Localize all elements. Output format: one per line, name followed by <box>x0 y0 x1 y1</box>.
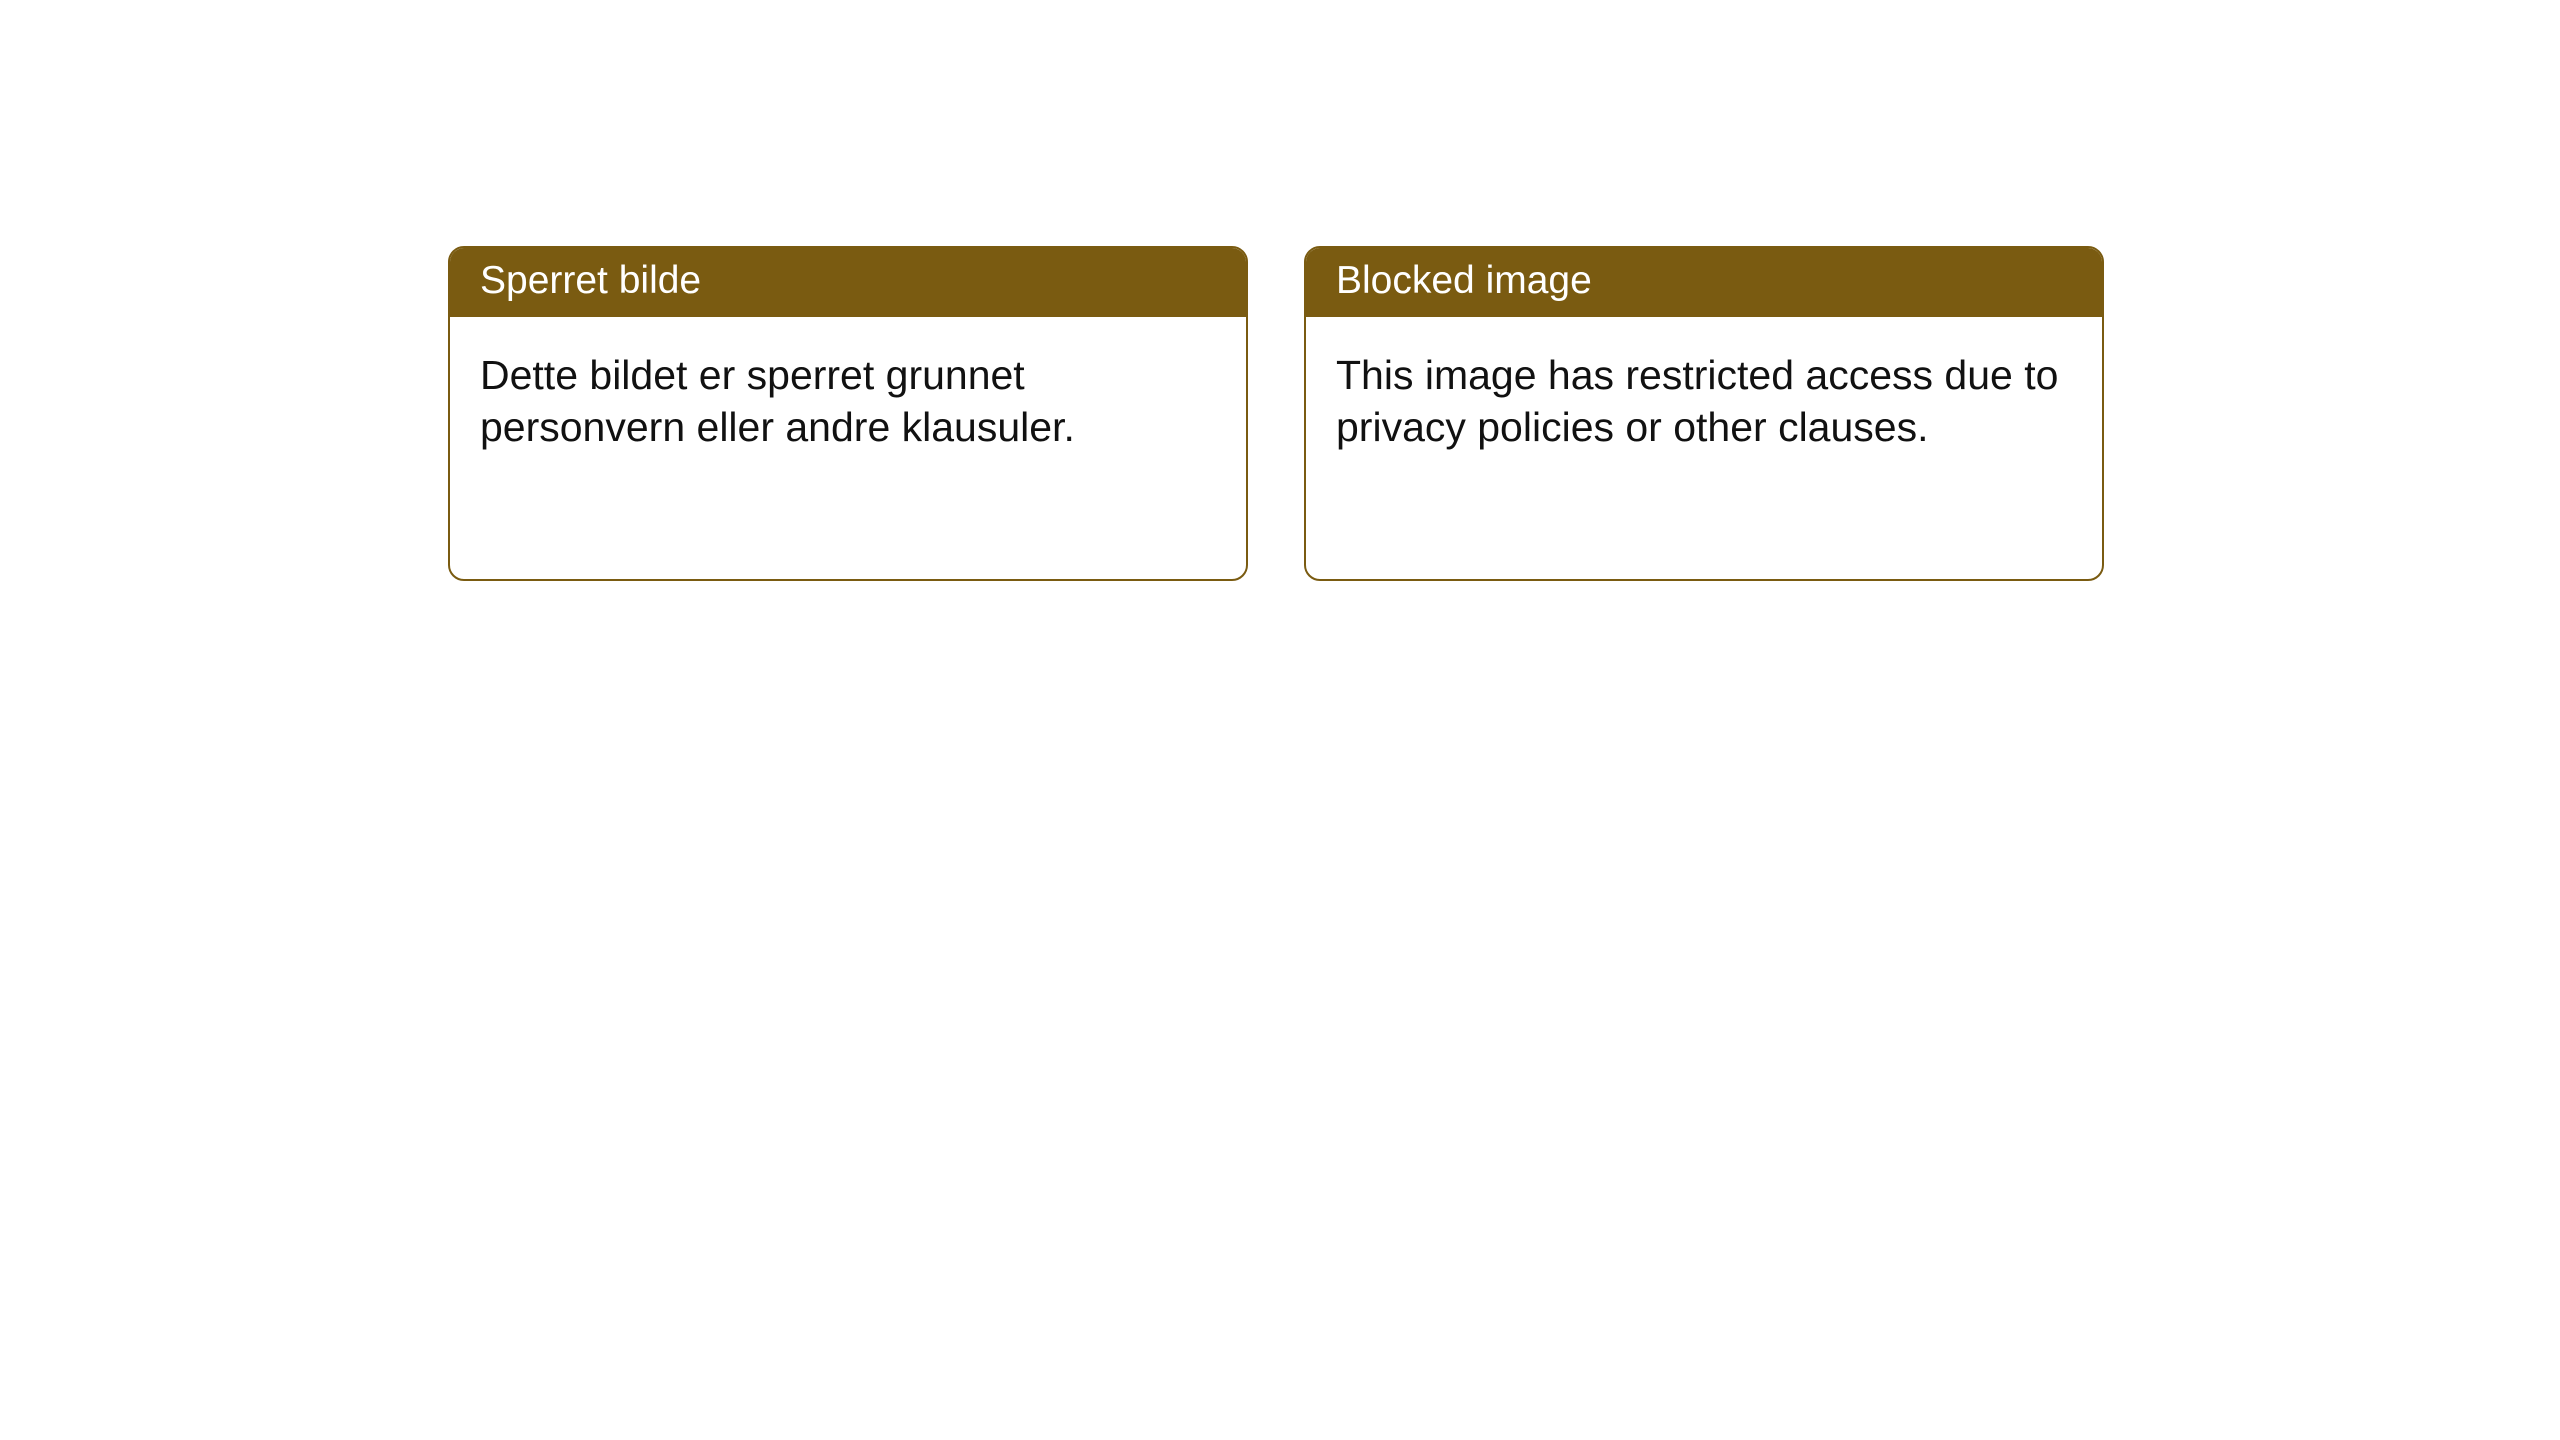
notice-card-norwegian: Sperret bilde Dette bildet er sperret gr… <box>448 246 1248 581</box>
notice-header-english: Blocked image <box>1306 248 2102 317</box>
notice-header-norwegian: Sperret bilde <box>450 248 1246 317</box>
notice-body-english: This image has restricted access due to … <box>1306 317 2102 486</box>
notice-card-english: Blocked image This image has restricted … <box>1304 246 2104 581</box>
notice-card-container: Sperret bilde Dette bildet er sperret gr… <box>448 246 2104 581</box>
notice-body-norwegian: Dette bildet er sperret grunnet personve… <box>450 317 1246 486</box>
